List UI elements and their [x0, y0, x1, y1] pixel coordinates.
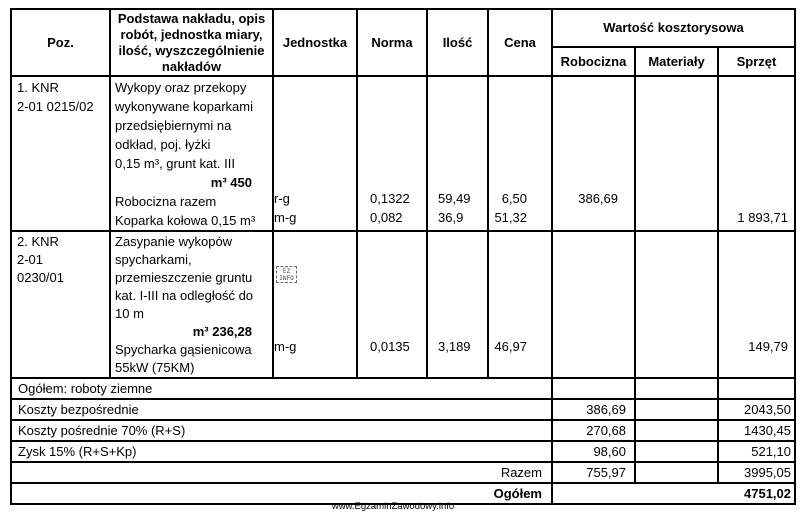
cena-cell: 46,97: [487, 230, 553, 379]
cell-line: [720, 356, 791, 374]
cell-line: 3,189: [438, 339, 471, 354]
ez-info-stamp-icon: EZ INFO: [276, 266, 297, 283]
summary-sprzet: [717, 377, 796, 400]
work-quantity: m³ 450: [210, 175, 252, 190]
cell-line: m-g: [274, 210, 297, 225]
jednostka-cell: m-g: [272, 230, 358, 379]
resource-item: Spycharka gąsienicowa 55kW (75KM): [115, 342, 252, 375]
col-header-ilosc: Ilość: [426, 8, 489, 77]
cell-line: 1 893,71: [737, 210, 788, 225]
work-quantity: m³ 236,28: [192, 324, 252, 339]
summary-robocizna: 755,97: [551, 461, 636, 484]
work-description: Wykopy oraz przekopy wykonywane koparkam…: [115, 80, 254, 171]
poz-number: 1. KNR 2-01 0215/02: [10, 75, 111, 232]
norma-cell: 0,1322 0,082: [356, 75, 428, 232]
ilosc-cell: 3,189: [426, 230, 489, 379]
col-header-wartosc-kosztorysowa: Wartość kosztorysowa: [551, 8, 796, 48]
site-watermark: www.EgzaminZawodowy.info: [331, 501, 455, 512]
cell-line: 51,32: [494, 210, 527, 225]
cell-line: 0,082: [370, 210, 403, 225]
cell-line: [275, 356, 355, 374]
summary-label: Zysk 15% (R+S+Kp): [10, 440, 553, 463]
cell-line: [637, 189, 711, 208]
cell-line: [433, 356, 486, 374]
cell-line: [554, 356, 626, 374]
cell-line: [637, 356, 711, 374]
summary-grand-total: 4751,02: [551, 482, 796, 505]
col-header-opis: Podstawa nakładu, opis robót, jednostka …: [109, 8, 274, 77]
summary-materialy: [634, 440, 719, 463]
summary-label: Ogółem: [10, 482, 553, 505]
cell-line: 6,50: [501, 191, 527, 206]
col-header-norma: Norma: [356, 8, 428, 77]
kosztorys-table: Poz. Podstawa nakładu, opis robót, jedno…: [10, 8, 796, 505]
col-header-materialy: Materiały: [634, 46, 719, 77]
poz-number: 2. KNR 2-01 0230/01: [10, 230, 111, 379]
summary-row-razem: Razem 755,97 3995,05: [10, 461, 796, 484]
cell-line: 46,97: [494, 339, 527, 354]
jednostka-cell: r-g m-g: [272, 75, 358, 232]
summary-label: Koszty pośrednie 70% (R+S): [10, 419, 553, 442]
cell-line: 149,79: [748, 339, 788, 354]
cell-line: 59,49: [438, 191, 471, 206]
materialy-cell: [634, 230, 719, 379]
resource-item: Robocizna razem: [115, 194, 217, 209]
summary-row-zysk: Zysk 15% (R+S+Kp) 98,60 521,10: [10, 440, 796, 463]
summary-materialy: [634, 377, 719, 400]
cell-line: 0,1322: [370, 191, 410, 206]
summary-robocizna: 386,69: [551, 398, 636, 421]
summary-robocizna: 98,60: [551, 440, 636, 463]
cell-line: m-g: [274, 339, 297, 354]
summary-row-ogolem: Ogółem 4751,02: [10, 482, 796, 505]
summary-label: Ogółem: roboty ziemne: [10, 377, 553, 400]
summary-robocizna: 270,68: [551, 419, 636, 442]
summary-label: Razem: [10, 461, 553, 484]
summary-materialy: [634, 419, 719, 442]
summary-materialy: [634, 398, 719, 421]
col-header-cena: Cena: [487, 8, 553, 77]
position-row-1: 1. KNR 2-01 0215/02 Wykopy oraz przekopy…: [10, 75, 796, 232]
cell-line: [720, 189, 791, 208]
materialy-cell: [634, 75, 719, 232]
resource-item: Koparka kołowa 0,15 m³: [115, 213, 256, 228]
cell-line: [364, 356, 425, 374]
robocizna-cell: 386,69: [551, 75, 636, 232]
sprzet-cell: 1 893,71: [717, 75, 796, 232]
summary-row-ogolem-roboty: Ogółem: roboty ziemne: [10, 377, 796, 400]
summary-sprzet: 3995,05: [717, 461, 796, 484]
stamp-line: EZ: [282, 268, 291, 275]
col-header-poz: Poz.: [10, 8, 111, 77]
summary-sprzet: 521,10: [717, 440, 796, 463]
summary-robocizna: [551, 377, 636, 400]
summary-sprzet: 2043,50: [717, 398, 796, 421]
cell-line: [554, 208, 626, 227]
sprzet-cell: 149,79: [717, 230, 796, 379]
work-description-cell: Wykopy oraz przekopy wykonywane koparkam…: [109, 75, 274, 232]
work-description: Zasypanie wykopów spycharkami, przemiesz…: [115, 234, 254, 321]
cell-line: [637, 208, 711, 227]
summary-materialy: [634, 461, 719, 484]
robocizna-cell: [551, 230, 636, 379]
work-description-cell: Zasypanie wykopów spycharkami, przemiesz…: [109, 230, 274, 379]
ilosc-cell: 59,49 36,9: [426, 75, 489, 232]
summary-row-koszty-bezposrednie: Koszty bezpośrednie 386,69 2043,50: [10, 398, 796, 421]
stamp-line: INFO: [279, 275, 294, 282]
cell-line: 386,69: [578, 191, 618, 206]
position-row-2: 2. KNR 2-01 0230/01 Zasypanie wykopów sp…: [10, 230, 796, 379]
col-header-jednostka: Jednostka: [272, 8, 358, 77]
cell-line: [637, 338, 711, 356]
summary-row-koszty-posrednie: Koszty pośrednie 70% (R+S) 270,68 1430,4…: [10, 419, 796, 442]
cell-line: 36,9: [438, 210, 464, 225]
cell-line: [490, 356, 539, 374]
norma-cell: 0,0135: [356, 230, 428, 379]
cell-line: 0,0135: [370, 339, 410, 354]
cena-cell: 6,50 51,32: [487, 75, 553, 232]
col-header-robocizna: Robocizna: [551, 46, 636, 77]
summary-label: Koszty bezpośrednie: [10, 398, 553, 421]
cell-line: r-g: [274, 191, 290, 206]
col-header-sprzet: Sprzęt: [717, 46, 796, 77]
cell-line: [554, 338, 626, 356]
summary-sprzet: 1430,45: [717, 419, 796, 442]
